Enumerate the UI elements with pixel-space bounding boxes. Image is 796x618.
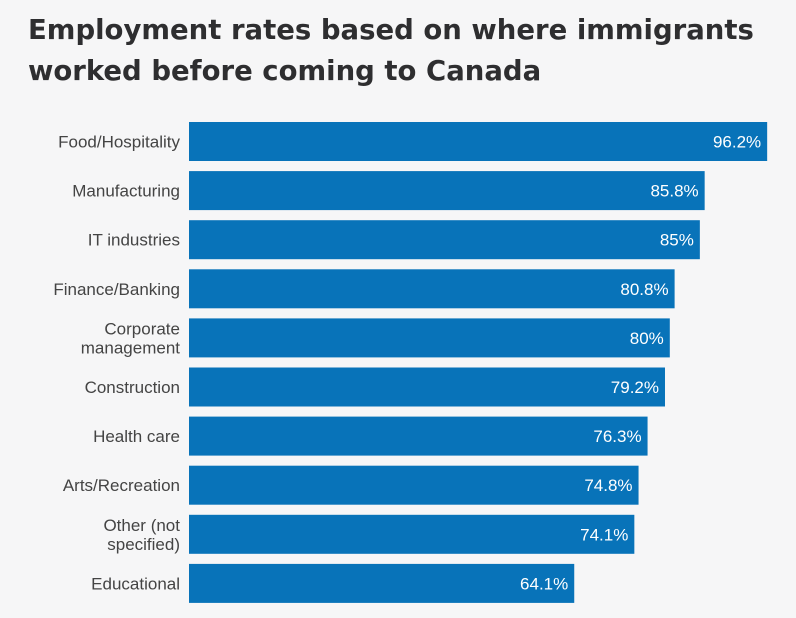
bar	[189, 269, 675, 309]
category-label: Manufacturing	[72, 182, 180, 201]
bar	[189, 171, 705, 211]
category-label-line: Arts/Recreation	[63, 476, 180, 495]
bar	[189, 416, 648, 456]
category-label-line: Manufacturing	[72, 182, 180, 201]
category-label: Finance/Banking	[53, 280, 180, 299]
category-label-line: Food/Hospitality	[58, 133, 180, 152]
category-label: Other (not specified)	[103, 516, 180, 554]
bar	[189, 465, 639, 505]
bar	[189, 122, 768, 161]
data-label: 64.1%	[520, 574, 568, 593]
category-label-line: Corporate	[104, 319, 180, 338]
data-label: 85.8%	[650, 182, 698, 201]
chart-title: Employment rates based on where immigran…	[28, 14, 754, 87]
bar	[189, 318, 670, 358]
data-label: 79.2%	[611, 378, 659, 397]
category-label-line: management	[81, 338, 181, 357]
category-label: Arts/Recreation	[63, 476, 180, 495]
data-label: 74.8%	[584, 476, 632, 495]
data-label: 80.8%	[620, 280, 668, 299]
category-label-line: specified)	[107, 535, 180, 554]
bar	[189, 563, 575, 603]
data-label: 80%	[630, 329, 664, 348]
bar	[189, 514, 635, 554]
category-label: Food/Hospitality	[58, 133, 180, 152]
category-label: Health care	[93, 427, 180, 446]
bar	[189, 220, 700, 260]
category-label-line: Construction	[85, 378, 180, 397]
data-label: 74.1%	[580, 525, 628, 544]
bar	[189, 367, 665, 407]
category-label-line: IT industries	[88, 231, 180, 250]
category-label: Corporate management	[81, 319, 181, 357]
category-label-line: Finance/Banking	[53, 280, 180, 299]
category-label: Educational	[91, 574, 180, 593]
category-label: Construction	[85, 378, 180, 397]
data-label: 96.2%	[713, 133, 761, 152]
data-label: 85%	[660, 231, 694, 250]
category-label-line: Health care	[93, 427, 180, 446]
category-label-line: Educational	[91, 574, 180, 593]
data-label: 76.3%	[593, 427, 641, 446]
category-label: IT industries	[88, 231, 180, 250]
category-label-line: Other (not	[103, 516, 180, 535]
